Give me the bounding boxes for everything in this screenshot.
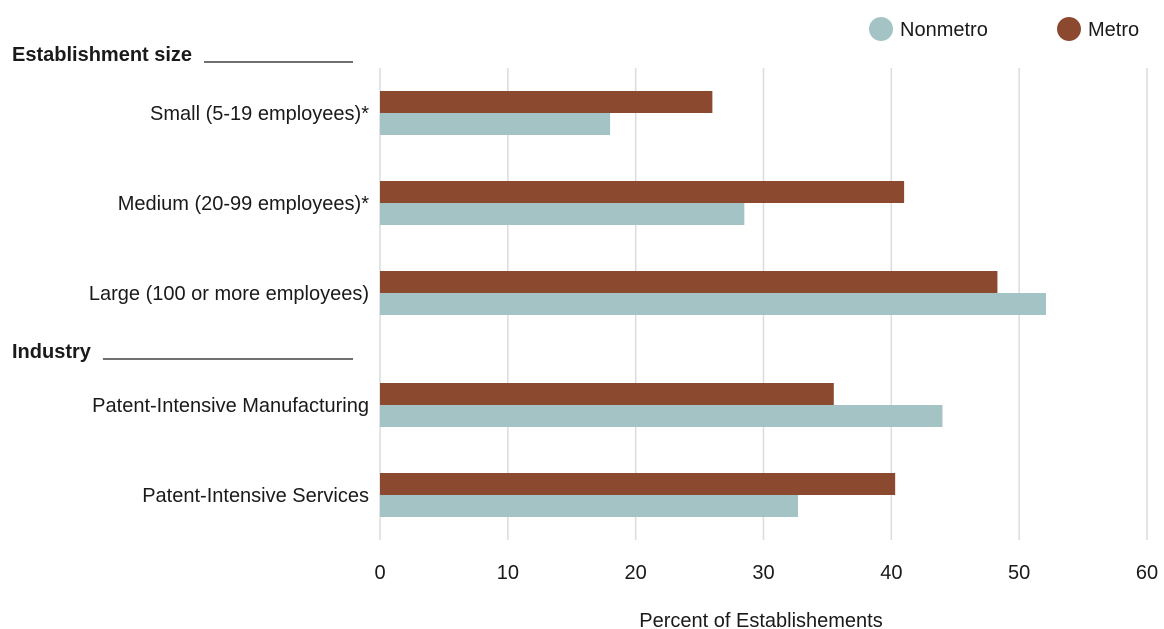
bar-metro [380, 383, 834, 405]
x-tick-label: 10 [497, 562, 519, 584]
bar-nonmetro [380, 113, 611, 135]
legend: Nonmetro Metro [869, 17, 1139, 41]
category-label: Large (100 or more employees) [89, 283, 369, 305]
category-label: Small (5-19 employees)* [150, 103, 369, 125]
bar-nonmetro [380, 203, 745, 225]
x-tick-label: 60 [1136, 562, 1158, 584]
bar-metro [380, 473, 896, 495]
bar-nonmetro [380, 495, 799, 517]
x-tick-label: 40 [880, 562, 902, 584]
bar-nonmetro [380, 405, 943, 427]
bar-metro [380, 91, 713, 113]
category-label: Medium (20-99 employees)* [118, 193, 369, 215]
legend-swatch-metro [1057, 17, 1081, 41]
bar-metro [380, 181, 905, 203]
legend-label-metro: Metro [1088, 19, 1139, 41]
x-axis-ticks: 0 10 20 30 40 50 60 [374, 562, 1158, 584]
x-tick-label: 30 [752, 562, 774, 584]
x-tick-label: 0 [374, 562, 385, 584]
bar-metro [380, 271, 998, 293]
category-label: Patent-Intensive Manufacturing [92, 395, 369, 417]
bars [380, 91, 1047, 517]
category-label: Patent-Intensive Services [142, 485, 369, 507]
group-heading: Industry [12, 341, 92, 363]
bar-nonmetro [380, 293, 1047, 315]
legend-label-nonmetro: Nonmetro [900, 19, 988, 41]
x-axis-title: Percent of Establishements [639, 610, 882, 629]
category-labels: Establishment size Small (5-19 employees)… [12, 44, 369, 507]
legend-swatch-nonmetro [869, 17, 893, 41]
x-tick-label: 20 [625, 562, 647, 584]
x-tick-label: 50 [1008, 562, 1030, 584]
group-heading: Establishment size [12, 44, 192, 66]
